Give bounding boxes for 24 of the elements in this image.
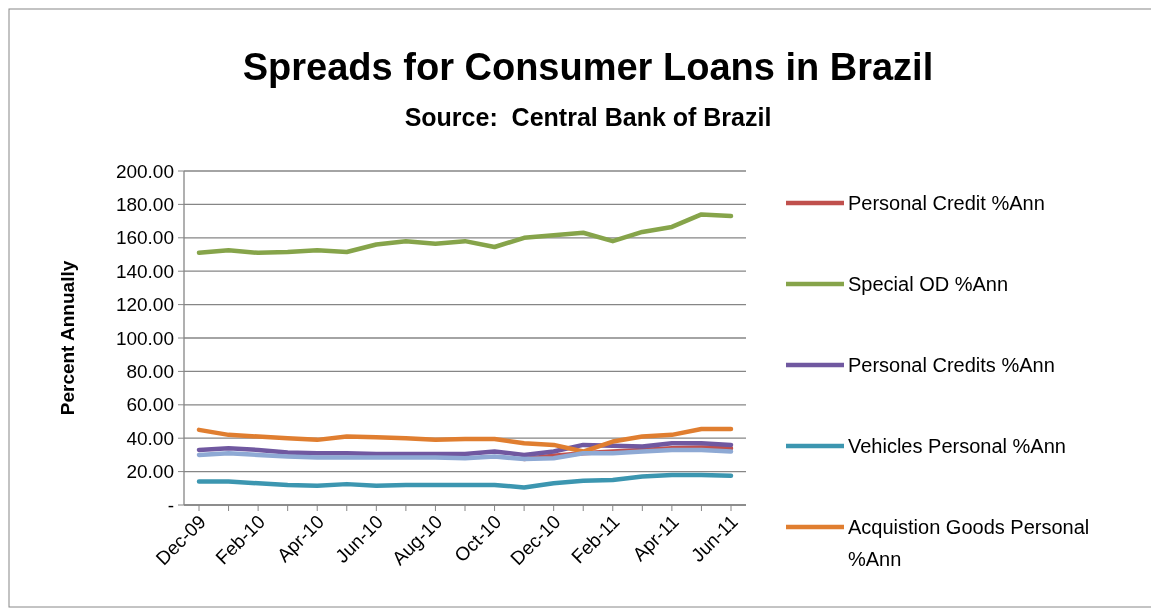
chart-title: Spreads for Consumer Loans in Brazil — [242, 46, 934, 88]
legend-label: Acquistion Goods Personal %Ann — [848, 516, 1090, 570]
y-tick-label: 40.00 — [126, 427, 174, 449]
legend-label: Special OD %Ann — [848, 273, 1009, 295]
y-tick-label: 200.00 — [115, 160, 174, 182]
y-axis-title: Percent Annually — [57, 260, 78, 416]
y-tick-label: 140.00 — [115, 260, 174, 282]
y-tick-label: 80.00 — [126, 361, 174, 383]
y-tick-label: 160.00 — [115, 227, 174, 249]
y-tick-label: 60.00 — [126, 394, 174, 416]
y-tick-label: 120.00 — [115, 294, 174, 316]
line-series — [196, 472, 734, 490]
line-series — [196, 440, 734, 458]
line-series — [196, 447, 734, 462]
line-series — [196, 212, 734, 256]
legend-label: Vehicles Personal %Ann — [848, 435, 1066, 457]
legend-label: Personal Credits %Ann — [848, 354, 1055, 376]
y-tick-label: 180.00 — [115, 194, 174, 216]
y-tick-label: - — [167, 494, 174, 516]
y-tick-label: 100.00 — [115, 327, 174, 349]
y-tick-label: 20.00 — [126, 461, 174, 483]
legend-label: Personal Credit %Ann — [848, 192, 1045, 214]
line-series — [196, 426, 734, 454]
chart-subtitle: Source: Central Bank of Brazil — [404, 103, 772, 131]
